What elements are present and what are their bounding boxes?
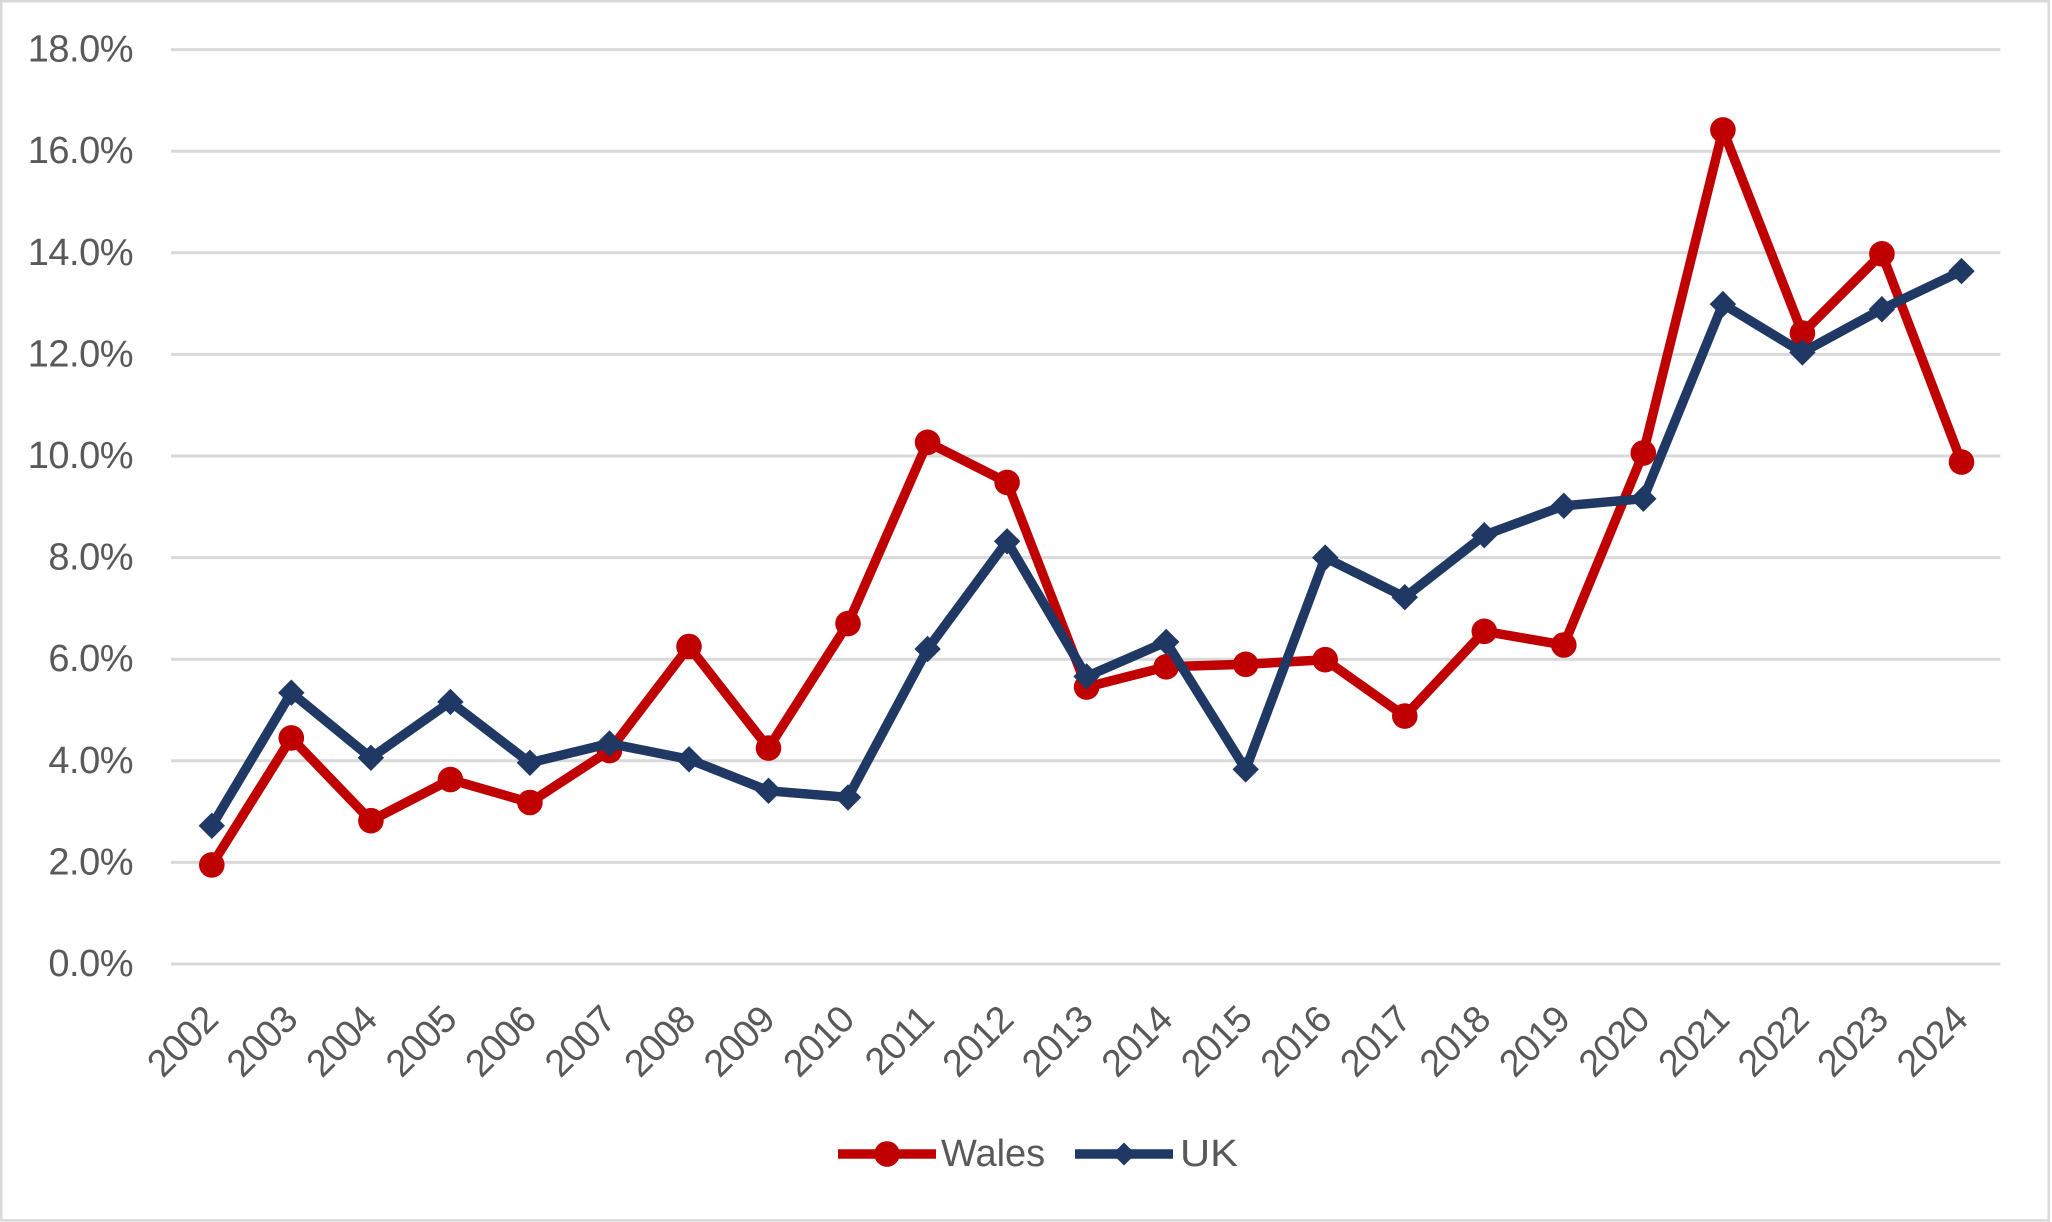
svg-text:6.0%: 6.0% xyxy=(48,638,133,680)
svg-text:UK: UK xyxy=(1180,1133,1238,1175)
svg-text:2.0%: 2.0% xyxy=(48,841,133,883)
svg-text:0.0%: 0.0% xyxy=(48,943,133,985)
svg-text:4.0%: 4.0% xyxy=(48,740,133,782)
svg-text:8.0%: 8.0% xyxy=(48,537,133,579)
svg-text:10.0%: 10.0% xyxy=(28,435,133,477)
svg-text:18.0%: 18.0% xyxy=(28,29,133,71)
svg-text:14.0%: 14.0% xyxy=(28,232,133,274)
svg-text:16.0%: 16.0% xyxy=(28,130,133,172)
svg-text:12.0%: 12.0% xyxy=(28,333,133,375)
svg-text:Wales: Wales xyxy=(941,1133,1045,1175)
